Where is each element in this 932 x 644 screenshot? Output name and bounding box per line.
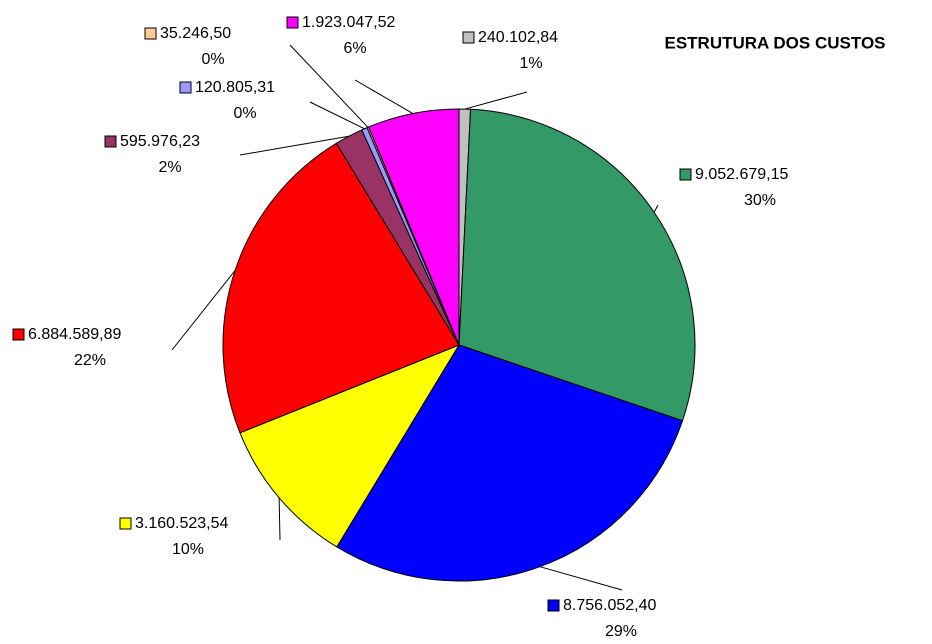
percent-label: 2% [158,159,181,176]
percent-label: 22% [74,352,106,369]
chart-title: ESTRUTURA DOS CUSTOS [664,33,885,52]
value-label: 35.246,50 [160,25,231,42]
label-swatch [286,16,299,29]
value-label: 120.805,31 [195,79,275,96]
label-swatch [179,81,192,94]
pie-slice [458,108,696,422]
value-label: 8.756.052,40 [563,597,657,614]
label-swatch [119,517,132,530]
pie-slice [336,344,684,582]
label-swatch [104,135,117,148]
percent-label: 30% [744,192,776,209]
label-swatch [144,27,157,40]
leader-line [171,270,236,351]
percent-label: 10% [172,541,204,558]
percent-label: 29% [605,623,637,640]
leader-line [464,91,528,110]
leader-line [354,79,414,114]
leader-line [278,497,281,541]
percent-label: 1% [519,55,542,72]
percent-label: 0% [201,51,224,68]
percent-label: 6% [343,40,366,57]
label-swatch [679,168,692,181]
label-swatch [547,599,560,612]
value-label: 3.160.523,54 [135,515,229,532]
label-swatch [12,328,25,341]
leader-line [309,101,365,130]
leader-line [289,44,369,128]
value-label: 6.884.589,89 [28,326,122,343]
leader-line [653,204,659,213]
value-label: 9.052.679,15 [695,166,789,183]
percent-label: 0% [233,105,256,122]
label-swatch [462,31,475,44]
leader-line [539,566,623,591]
value-label: 1.923.047,52 [302,14,396,31]
value-label: 240.102,84 [478,29,558,46]
value-label: 595.976,23 [120,133,200,150]
leader-line [239,135,349,156]
